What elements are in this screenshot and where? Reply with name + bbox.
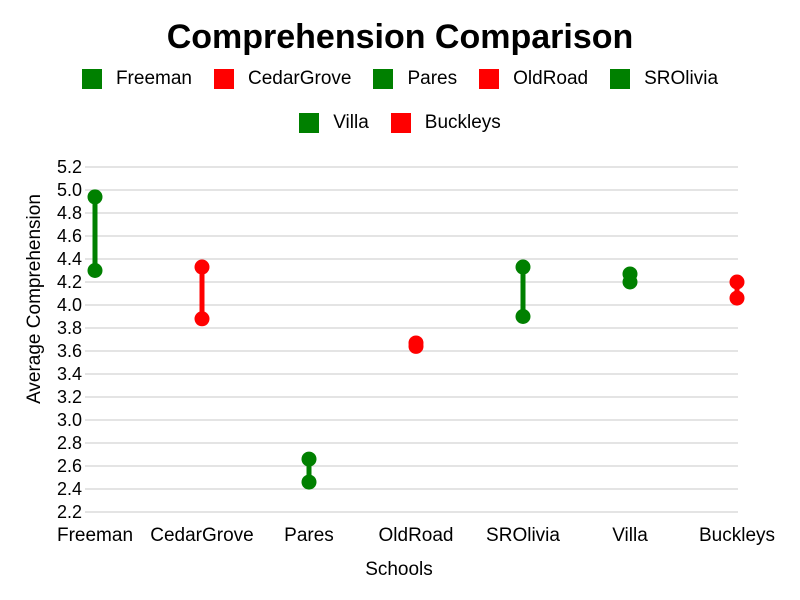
dumbbell-villa (622, 266, 638, 290)
legend-label-oldroad: OldRoad (513, 68, 589, 89)
dumbbell-pares (301, 451, 317, 490)
y-tick-label-3-6: 3.6 (57, 341, 82, 361)
y-tick-label-2-2: 2.2 (57, 502, 82, 522)
dumbbell-point-srolivia-high (515, 259, 531, 275)
legend-swatch-buckleys (390, 113, 411, 133)
y-tick-label-4-2: 4.2 (57, 272, 82, 292)
x-tick-label-srolivia: SROlivia (486, 525, 560, 546)
chart-title: Comprehension Comparison (166, 18, 634, 56)
dumbbell-point-buckleys-low (729, 290, 745, 306)
legend-label-srolivia: SROlivia (644, 68, 719, 89)
dumbbell-point-pares-high (301, 451, 317, 467)
legend-swatch-cedargrove (213, 69, 234, 89)
y-tick-label-4-8: 4.8 (57, 203, 82, 223)
legend-item-villa: Villa (299, 112, 369, 134)
y-tick-label-3-8: 3.8 (57, 318, 82, 338)
legend-item-buckleys: Buckleys (390, 112, 501, 134)
y-tick-label-2-6: 2.6 (57, 456, 82, 476)
dumbbell-point-freeman-high (87, 189, 103, 205)
y-tick-label-5-2: 5.2 (57, 157, 82, 177)
y-tick-label-4-6: 4.6 (57, 226, 82, 246)
y-axis-label: Average Comprehension (24, 194, 45, 404)
legend-swatch-villa (299, 113, 320, 133)
x-tick-label-villa: Villa (612, 525, 648, 546)
legend-item-srolivia: SROlivia (610, 68, 718, 90)
legend-item-pares: Pares (373, 68, 457, 90)
legend-row-2: Villa Buckleys (0, 112, 800, 134)
y-tick-label-3-0: 3.0 (57, 410, 82, 430)
y-tick-label-4-0: 4.0 (57, 295, 82, 315)
dumbbell-point-oldroad-high (408, 335, 424, 351)
legend-label-villa: Villa (333, 112, 369, 133)
legend-swatch-srolivia (610, 69, 631, 89)
y-tick-label-4-4: 4.4 (57, 249, 82, 269)
legend-item-oldroad: OldRoad (479, 68, 588, 90)
legend-label-pares: Pares (407, 68, 458, 89)
dumbbell-point-srolivia-low (515, 309, 531, 324)
x-tick-label-buckleys: Buckleys (699, 525, 775, 546)
dumbbell-point-pares-low (301, 474, 317, 490)
y-tick-label-2-8: 2.8 (57, 433, 82, 453)
dumbbell-oldroad (408, 335, 424, 354)
dumbbell-point-freeman-low (87, 263, 103, 278)
dumbbell-point-cedargrove-low (194, 311, 210, 327)
y-tick-label-3-2: 3.2 (57, 387, 82, 407)
dumbbell-srolivia (515, 259, 531, 324)
dumbbell-buckleys (729, 274, 745, 306)
x-tick-label-freeman: Freeman (57, 525, 133, 546)
gridlines (85, 166, 738, 513)
legend-item-freeman: Freeman (81, 68, 192, 90)
y-tick-labels: 2.2 2.4 2.6 2.8 3.0 3.2 3.4 3.6 3.8 4.0 4.2 4.4 4.6 4… (57, 157, 82, 522)
x-tick-label-oldroad: OldRoad (379, 525, 454, 546)
legend-label-cedargrove: CedarGrove (247, 68, 352, 89)
y-tick-label-2-4: 2.4 (57, 479, 82, 499)
legend-item-cedargrove: CedarGrove (213, 68, 352, 90)
dumbbell-point-villa-high (622, 266, 638, 282)
dumbbell-cedargrove (194, 259, 210, 327)
legend-swatch-pares (373, 69, 394, 89)
legend-swatch-oldroad (479, 69, 500, 89)
legend-swatch-freeman (81, 69, 102, 89)
legend-label-freeman: Freeman (115, 68, 192, 89)
dumbbell-freeman (87, 189, 103, 278)
legend-row-1: Freeman CedarGrove Pares OldRoad SROlivi… (0, 68, 800, 90)
x-axis-label: Schools (365, 559, 433, 580)
legend-label-buckleys: Buckleys (424, 112, 501, 133)
dumbbell-point-buckleys-high (729, 274, 745, 290)
y-tick-label-3-4: 3.4 (57, 364, 82, 384)
y-tick-label-5-0: 5.0 (57, 180, 82, 200)
x-tick-labels: Freeman CedarGrove Pares OldRoad SROlivia Vil… (57, 525, 775, 546)
x-tick-label-cedargrove: CedarGrove (150, 525, 254, 546)
x-tick-label-pares: Pares (284, 525, 334, 546)
dumbbell-point-cedargrove-high (194, 259, 210, 275)
dumbbell-series (87, 189, 745, 490)
